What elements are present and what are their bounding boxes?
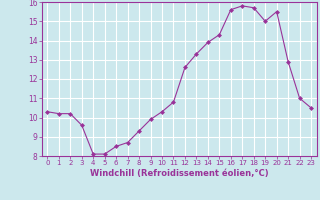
- X-axis label: Windchill (Refroidissement éolien,°C): Windchill (Refroidissement éolien,°C): [90, 169, 268, 178]
